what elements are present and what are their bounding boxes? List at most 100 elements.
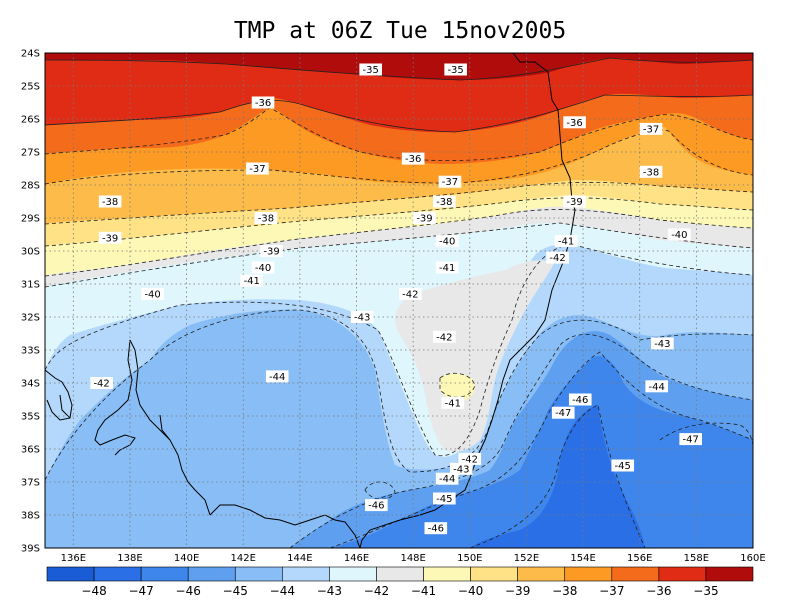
contour-label-box <box>350 311 374 323</box>
colorbar: −48 −47 −46 −45 −44 −43 −42 −41 −40 −39 −38 −37 −36 −… <box>46 566 754 598</box>
x-tick-label: 156E <box>627 553 652 564</box>
colorbar-label: −45 <box>223 584 248 598</box>
contour-label: -38 <box>102 197 118 208</box>
contour-label: -36 <box>255 98 271 109</box>
colorbar-swatch <box>140 566 189 582</box>
x-tick-label: 148E <box>400 553 425 564</box>
contour-label: -42 <box>462 454 478 465</box>
contour-label: -39 <box>416 214 432 225</box>
colorbar-label: −47 <box>128 584 153 598</box>
y-tick-label: 29S <box>21 214 40 225</box>
contour-label-box <box>433 492 456 505</box>
contour-label-box <box>98 231 122 244</box>
y-tick-label: 37S <box>21 478 40 489</box>
contour-label: -37 <box>643 124 659 135</box>
contour-label: -42 <box>549 253 565 264</box>
x-tick-label: 150E <box>457 553 482 564</box>
contour-label-box <box>435 235 459 248</box>
y-tick-label: 24S <box>21 49 40 60</box>
colorbar-label: −39 <box>505 584 530 598</box>
contour-label: -40 <box>144 289 160 300</box>
colorbar-label: −40 <box>458 584 483 598</box>
x-tick-label: 154E <box>570 553 595 564</box>
contour-label: -41 <box>445 398 461 409</box>
y-tick-label: 30S <box>21 247 40 258</box>
contour-label: -37 <box>442 177 458 188</box>
contour-label-box <box>246 162 269 175</box>
colorbar-swatch <box>611 566 660 582</box>
contour-label-box <box>413 212 436 224</box>
contour-label-box <box>265 370 289 383</box>
colorbar-label: −41 <box>411 584 436 598</box>
band-warmest <box>45 53 753 125</box>
colorbar-swatch <box>517 566 566 582</box>
contour-label-box <box>254 212 278 224</box>
colorbar-label: −43 <box>317 584 342 598</box>
contour-label: -39 <box>566 197 582 208</box>
coastlines <box>45 53 576 548</box>
colorbar-swatch <box>93 566 142 582</box>
band-minus35 <box>45 53 753 154</box>
contour-label: -37 <box>249 164 265 175</box>
contour-labels: -35 -35-36-36-37-36-37 -38-37-38 -38 -39-38-… <box>90 63 702 535</box>
contour-label: -45 <box>615 461 631 472</box>
colorbar-label: −35 <box>693 584 718 598</box>
x-tick-label: 140E <box>174 553 199 564</box>
colorbar-swatch <box>234 566 283 582</box>
colorbar-swatch <box>46 566 95 582</box>
contour-label-box <box>424 522 448 535</box>
contour-label: -35 <box>447 65 463 76</box>
contour-label-box <box>651 337 674 350</box>
plot-frame <box>44 52 754 549</box>
x-tick-label: 152E <box>514 553 539 564</box>
contour-label-box <box>645 380 669 393</box>
contour-label-box <box>444 63 467 76</box>
contour-label-box <box>546 251 569 264</box>
contour-label-box <box>563 116 586 129</box>
y-tick-label: 32S <box>21 313 40 324</box>
contour-label: -35 <box>363 65 379 76</box>
colorbar-swatch <box>329 566 377 582</box>
contour-lines <box>45 57 753 548</box>
contour-label-box <box>251 261 275 274</box>
colorbar-swatch <box>282 566 330 582</box>
contour-label-box <box>433 330 456 343</box>
x-tick-label: 158E <box>684 553 709 564</box>
y-tick-label: 35S <box>21 412 40 423</box>
contour-label-box <box>554 235 578 248</box>
contour-label: -41 <box>439 263 455 274</box>
filled-contours: -35 -35-36-36-37-36-37 -38-37-38 -38 -39-38-… <box>45 53 753 548</box>
colorbar-swatch <box>658 566 707 582</box>
contour-label-box <box>433 195 456 208</box>
contour-label: -36 <box>405 154 421 165</box>
contour-label-box <box>359 63 382 76</box>
contour-label: -43 <box>354 313 370 324</box>
contour-label-box <box>441 396 465 409</box>
y-tick-label: 34S <box>21 379 40 390</box>
contour-label: -40 <box>255 263 271 274</box>
x-tick-label: 160E <box>740 553 765 564</box>
contour-label: -42 <box>436 332 452 343</box>
contour-label: -38 <box>258 214 274 225</box>
contour-label-box <box>551 406 575 419</box>
contour-label-box <box>568 393 592 406</box>
x-tick-label: 136E <box>61 553 86 564</box>
contour-label: -46 <box>368 501 384 512</box>
contour-label: -46 <box>428 524 444 535</box>
colorbar-swatch <box>705 566 754 582</box>
contour-label: -36 <box>566 118 582 129</box>
y-tick-label: 31S <box>21 280 40 291</box>
y-tick-label: 33S <box>21 346 40 357</box>
contour-label-box <box>251 96 275 109</box>
y-tick-label: 36S <box>21 445 40 456</box>
contour-label-box <box>639 165 663 178</box>
colorbar-label: −42 <box>364 584 389 598</box>
contour-label: -40 <box>671 230 687 241</box>
contour-label-box <box>435 261 459 274</box>
contour-label: -47 <box>683 435 699 446</box>
contour-label-box <box>668 228 691 241</box>
contour-label: -43 <box>654 339 670 350</box>
contour-label: -43 <box>453 464 469 475</box>
y-tick-label: 39S <box>21 544 40 555</box>
contour-label-box <box>399 287 422 300</box>
